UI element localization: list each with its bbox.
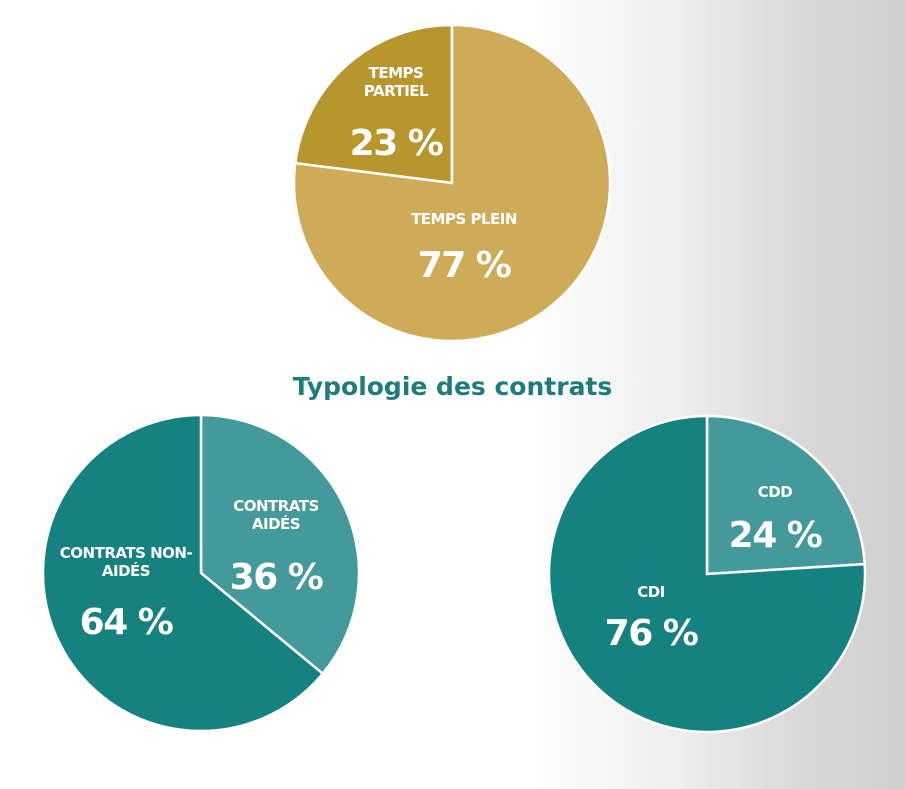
- pie-slice: [293, 23, 454, 185]
- value-label: 64 %: [79, 602, 174, 643]
- slice-label: CDD: [757, 483, 793, 501]
- pie-slice: [705, 414, 867, 576]
- slice-label: CONTRATS AIDÉS: [233, 497, 319, 533]
- section-heading: Typologie des contrats: [292, 372, 613, 401]
- slice-label: TEMPS PLEIN: [411, 210, 517, 228]
- value-label: 24 %: [728, 515, 823, 556]
- value-label: 36 %: [229, 557, 324, 598]
- slice-label: CDI: [637, 583, 665, 601]
- slice-label: CONTRATS NON-AIDÉS: [59, 544, 193, 580]
- pie-slice: [547, 414, 867, 734]
- value-label: 23 %: [349, 123, 444, 164]
- pie-slice: [292, 23, 612, 343]
- value-label: 77 %: [417, 245, 512, 286]
- slice-label: TEMPS PARTIEL: [363, 64, 429, 100]
- value-label: 76 %: [604, 613, 699, 654]
- pie-slice: [199, 413, 361, 676]
- pie-slice: [41, 413, 325, 733]
